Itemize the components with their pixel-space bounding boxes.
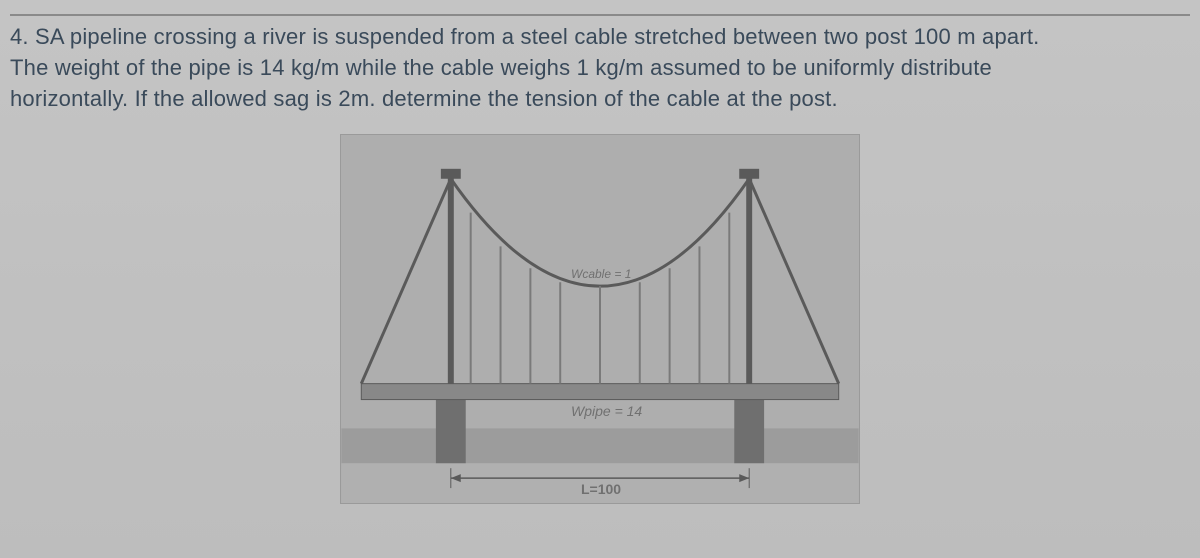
left-backstay — [361, 179, 451, 384]
q-line2: The weight of the pipe is 14 kg/m while … — [10, 55, 992, 80]
bridge-svg — [341, 135, 859, 503]
q-line1: 4. SA pipeline crossing a river is suspe… — [10, 24, 1040, 49]
q-line3: horizontally. If the allowed sag is 2m. … — [10, 86, 838, 111]
question-text: 4. SA pipeline crossing a river is suspe… — [10, 22, 1190, 114]
left-tower-cap — [441, 169, 461, 179]
bridge-diagram: Wcable = 1 Wpipe = 14 L=100 — [340, 134, 860, 504]
span-label: L=100 — [581, 481, 621, 497]
pipeline-deck — [361, 384, 838, 400]
right-backstay — [749, 179, 839, 384]
hangers — [471, 213, 730, 384]
water-band — [341, 429, 858, 469]
right-tower-cap — [739, 169, 759, 179]
pipe-weight-label: Wpipe = 14 — [571, 403, 642, 419]
cable-weight-label: Wcable = 1 — [571, 267, 631, 281]
